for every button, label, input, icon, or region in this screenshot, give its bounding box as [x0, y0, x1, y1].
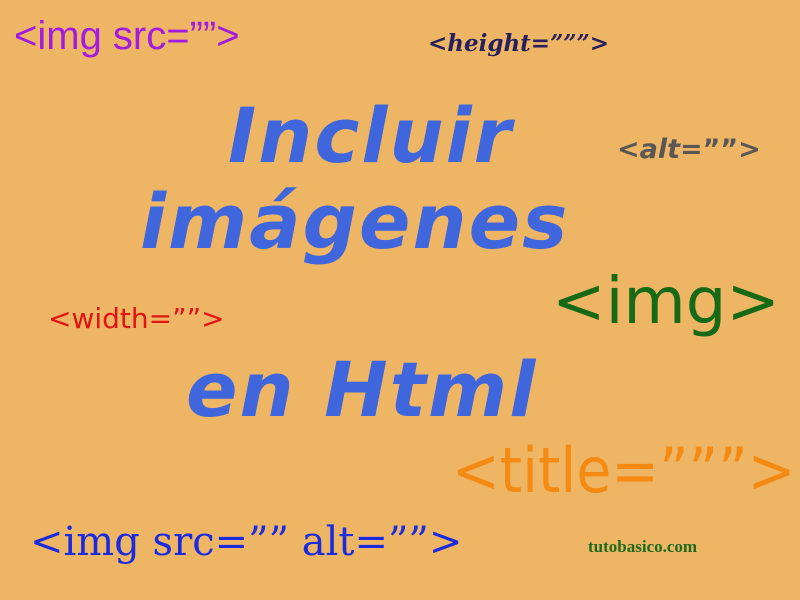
alt-word: alt	[639, 134, 681, 165]
img-tag-text: <img>	[552, 265, 780, 339]
site-watermark: tutobasico.com	[588, 537, 698, 556]
title-attribute-text: <title=”””>	[452, 434, 796, 507]
img-src-tag-text: <img src=””>	[14, 14, 240, 58]
title-line-3: en Html	[186, 345, 538, 434]
height-attribute-text: <height=”””>	[428, 30, 610, 57]
img-src-alt-tag-text: <img src=”” alt=””>	[30, 519, 463, 565]
title-line-1: Incluir	[228, 91, 514, 180]
alt-open-bracket: <	[617, 134, 640, 165]
width-attribute-text: <width=””>	[48, 302, 225, 335]
alt-rest: =””>	[680, 134, 761, 165]
alt-attribute-text: <alt=””>	[617, 136, 761, 163]
title-line-2: imágenes	[140, 177, 570, 266]
